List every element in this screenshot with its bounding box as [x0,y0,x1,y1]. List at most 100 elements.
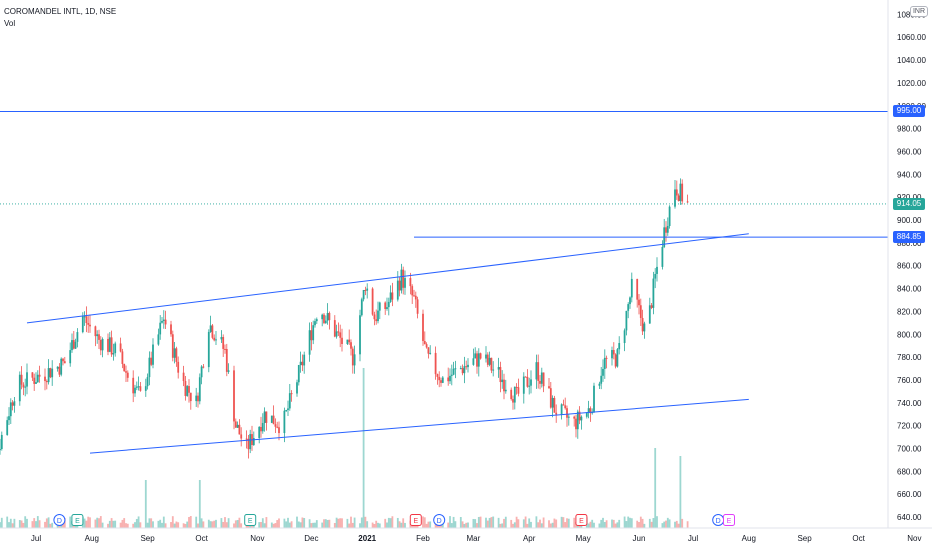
candle-body [240,434,243,439]
volume-bar [49,523,52,528]
volume-bar [51,522,54,528]
volume-bar [99,516,102,528]
volume-bar [288,522,291,528]
volume-bar [504,516,507,528]
volume-bar [170,522,172,528]
price-tick-label: 820.00 [897,307,922,316]
volume-bar [197,523,199,528]
volume-bar [146,522,149,528]
volume-bar [234,520,237,528]
candle-body [135,386,138,388]
candle-body [110,337,113,355]
price-tick-label: 1020.00 [897,79,926,88]
candle-body [328,312,331,321]
candle-body [639,305,642,319]
time-tick-label: Aug [742,534,756,543]
candle-body [6,420,9,435]
volume-bar [542,517,545,528]
volume-bar [339,518,342,528]
volume-bar [260,522,262,528]
volume-bar [400,522,403,528]
volume-bar [272,523,275,528]
candle-body [479,353,482,359]
candle-body [252,437,255,446]
candle-body [146,377,149,387]
volume-bar [0,522,1,528]
volume-bar [184,523,187,528]
volume-bar [337,518,340,528]
candle-body [589,408,592,414]
candle-body [9,402,12,417]
candle-body [360,299,363,316]
candle-body [121,351,124,364]
volume-bar [362,368,365,528]
volume-bar [119,522,122,528]
candle-body [402,269,405,288]
candle-body [224,348,226,350]
event-marker: E [409,514,422,526]
volume-bar [114,520,117,528]
candle-body [551,397,554,408]
candle-body [463,366,466,374]
volume-indicator-label[interactable]: Vol [4,19,16,28]
candle-body [413,295,415,297]
event-marker-label: E [579,518,584,525]
volume-bar [463,523,466,528]
dividend-marker-icon [53,514,66,526]
earnings-marker-icon [409,514,422,526]
volume-bar [679,456,682,528]
volume-bar [591,519,594,528]
candle-body [126,372,129,378]
currency-badge[interactable]: INR [909,6,928,17]
candle-body [162,319,165,321]
candle-body [526,376,529,387]
volume-bar [159,519,162,528]
candle-body [260,426,262,432]
candle-body [249,434,252,450]
time-tick-label: Jul [31,534,41,543]
candle-body [335,331,338,337]
candle-body [425,344,428,348]
price-tick-label: 700.00 [897,445,922,454]
candle-body [144,386,147,391]
candle-body [501,379,504,383]
candle-body [301,361,304,366]
candle-body [486,354,489,365]
earnings-marker-icon [244,514,257,526]
time-tick-label: May [576,534,591,543]
volume-bar [195,516,198,528]
candle-body [675,189,678,196]
candle-body [389,292,392,302]
candle-body [629,297,631,305]
volume-bar [238,517,241,528]
volume-bar [6,516,9,528]
candle-body [296,382,298,394]
volume-bar [96,517,99,528]
candle-body [99,339,102,351]
time-axis[interactable]: Jul Aug Sep Oct Nov Dec 2021 Feb Mar Apr May Jun Jul… [31,534,922,543]
volume-bar [209,521,212,528]
candle-body [20,374,23,385]
volume-bar [535,516,538,528]
candle-body [222,337,225,349]
candle-body [245,438,248,440]
candle-body [540,372,543,384]
volume-bar [477,516,480,528]
candle-body [618,343,621,350]
volume-bar [387,517,390,528]
candle-body [560,404,563,415]
candle-body [441,377,444,383]
volume-bar [378,523,381,528]
candle-body [679,183,682,202]
volume-bar [261,518,264,528]
volume-bar [198,480,201,528]
candle-body [33,377,36,384]
candle-body [611,350,613,359]
candle-body [477,353,480,367]
volume-bar [465,522,468,528]
price-tick-label: 1040.00 [897,56,926,65]
candle-body [652,278,655,308]
candle-body [542,372,545,387]
